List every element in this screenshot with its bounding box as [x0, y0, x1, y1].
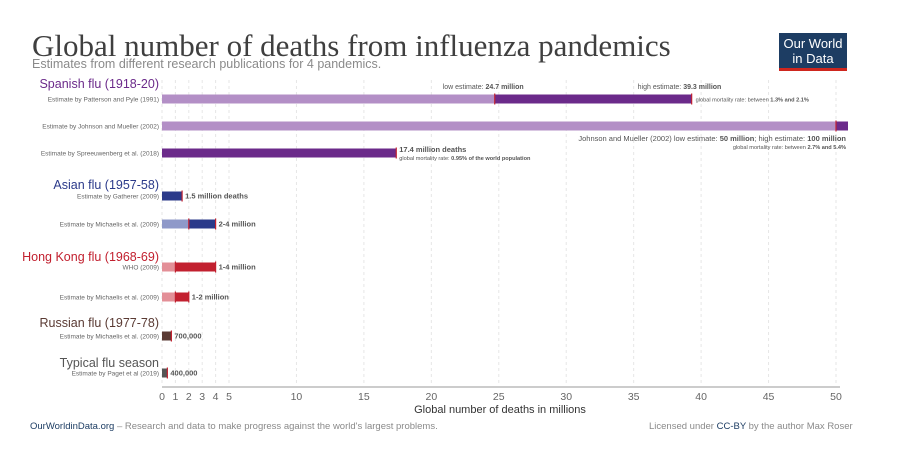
bar-value [162, 331, 172, 341]
group-title: Russian flu (1977-78) [39, 316, 159, 330]
x-tick-label: 1 [172, 391, 178, 403]
x-tick-label: 2 [186, 391, 192, 403]
footer-source: OurWorldinData.org – Research and data t… [30, 421, 438, 432]
johnson-mueller-label: Johnson and Mueller (2002) low estimate:… [578, 134, 846, 143]
bar-range [494, 94, 692, 104]
estimate-source-label: WHO (2009) [123, 265, 159, 272]
x-tick-label: 30 [560, 391, 572, 403]
bar-value [162, 191, 183, 201]
group-title: Asian flu (1957-58) [53, 178, 159, 192]
estimate-source-label: Estimate by Johnson and Mueller (2002) [42, 124, 159, 131]
x-tick-label: 15 [358, 391, 370, 403]
value-label: 400,000 [170, 369, 197, 378]
high-estimate-label: high estimate: 39.3 million [638, 84, 722, 91]
group-title: Typical flu season [60, 356, 159, 370]
x-tick-label: 20 [425, 391, 437, 403]
group-title: Spanish flu (1918-20) [39, 77, 159, 91]
bar-range-beyond-axis [836, 121, 848, 131]
mortality-rate-note: global mortality rate: 0.95% of the worl… [399, 156, 531, 162]
bar-low [162, 219, 189, 229]
estimate-source-label: Estimate by Michaelis et al. (2009) [60, 295, 159, 302]
bar-low [162, 262, 176, 272]
chart-title: Global number of deaths from influenza p… [32, 28, 671, 63]
footer-tagline: – Research and data to make progress aga… [114, 421, 438, 432]
mortality-rate-note: global mortality rate: between 2.7% and … [733, 145, 846, 151]
range-label: 2-4 million [219, 220, 257, 229]
license-prefix: Licensed under [649, 421, 717, 432]
license-link[interactable]: CC-BY [716, 421, 746, 432]
value-label: 700,000 [174, 332, 201, 341]
x-tick-label: 40 [695, 391, 707, 403]
estimate-source-label: Estimate by Spreeuwenberg et al. (2018) [41, 151, 159, 158]
x-tick-label: 25 [493, 391, 505, 403]
bar-value [162, 148, 397, 158]
bar-range [188, 219, 216, 229]
logo-line-2: in Data [792, 51, 834, 66]
low-estimate-label: low estimate: 24.7 million [443, 84, 524, 91]
footer-site-link[interactable]: OurWorldinData.org [30, 421, 115, 432]
x-tick-label: 50 [830, 391, 842, 403]
x-tick-label: 35 [628, 391, 640, 403]
bar-low [162, 121, 836, 131]
x-tick-label: 10 [291, 391, 303, 403]
bar-range [175, 292, 189, 302]
x-tick-label: 5 [226, 391, 232, 403]
estimate-source-label: Estimate by Michaelis et al. (2009) [60, 334, 159, 341]
range-label: 1-2 million [192, 293, 230, 302]
estimate-source-label: Estimate by Patterson and Pyle (1991) [48, 97, 159, 104]
x-tick-label: 0 [159, 391, 165, 403]
range-label: 1-4 million [219, 263, 257, 272]
value-label: 1.5 million deaths [185, 192, 248, 201]
x-tick-label: 3 [199, 391, 205, 403]
x-tick-label: 45 [763, 391, 775, 403]
value-label: 17.4 million deaths [399, 145, 466, 154]
group-title: Hong Kong flu (1968-69) [22, 250, 159, 264]
bar-value [162, 368, 168, 378]
estimate-source-label: Estimate by Michaelis et al. (2009) [60, 222, 159, 229]
footer-license: Licensed under CC-BY by the author Max R… [649, 421, 853, 432]
bar-low [162, 94, 495, 104]
bar-low [162, 292, 176, 302]
logo-line-1: Our World [783, 36, 843, 51]
estimate-source-label: Estimate by Gatherer (2009) [77, 194, 159, 201]
owid-logo[interactable]: Our World in Data [779, 33, 847, 71]
bar-range [175, 262, 216, 272]
chart-subtitle: Estimates from different research public… [32, 57, 382, 71]
x-tick-label: 4 [213, 391, 219, 403]
x-axis-label: Global number of deaths in millions [414, 404, 586, 416]
estimate-source-label: Estimate by Paget et al (2019) [72, 371, 159, 378]
mortality-rate-note: global mortality rate: between 1.3% and … [696, 98, 809, 104]
license-suffix: by the author Max Roser [746, 421, 853, 432]
